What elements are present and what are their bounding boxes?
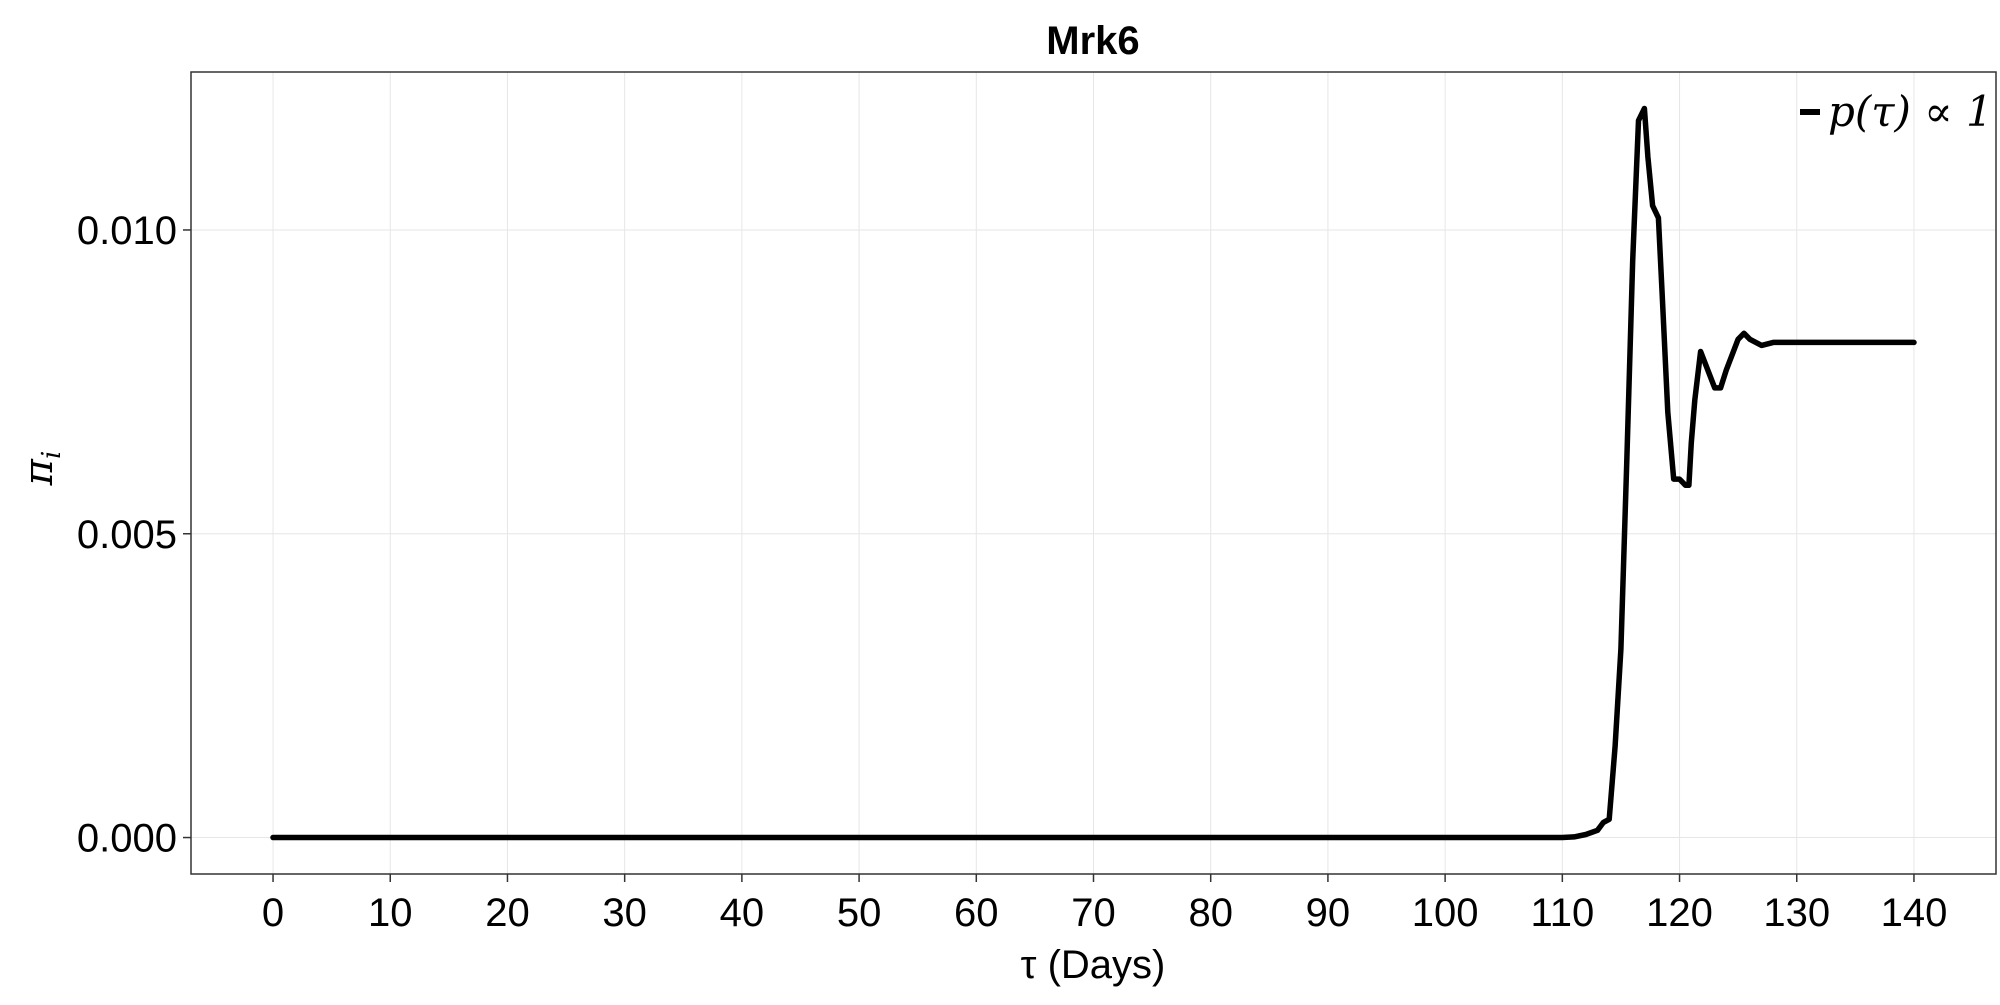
x-tick-label: 0 [262, 891, 284, 935]
grid [191, 72, 1996, 874]
x-tick-label: 130 [1763, 891, 1830, 935]
x-tick-label: 30 [602, 891, 647, 935]
x-tick-label: 60 [954, 891, 999, 935]
series-line [270, 105, 1917, 841]
x-axis-label: τ (Days) [1021, 943, 1166, 987]
x-tick-label: 20 [485, 891, 530, 935]
y-tick-label: 0.010 [77, 209, 177, 253]
x-tick-label: 70 [1071, 891, 1116, 935]
x-tick-label: 90 [1306, 891, 1351, 935]
x-axis-ticks: 0 10 20 30 40 50 60 70 80 90 100 110 120 130 140 [262, 874, 1947, 935]
y-axis-ticks: 0.000 0.005 0.010 [77, 209, 191, 861]
x-tick-label: 50 [837, 891, 882, 935]
x-tick-label: 10 [368, 891, 413, 935]
legend-label: p(τ) ∝ 1 [1828, 87, 1993, 136]
chart-title: Mrk6 [1046, 19, 1139, 63]
x-tick-label: 120 [1646, 891, 1713, 935]
x-tick-label: 100 [1412, 891, 1479, 935]
x-tick-label: 40 [720, 891, 765, 935]
y-axis-label: πi [16, 451, 67, 487]
series-layer [270, 105, 1917, 841]
y-tick-label: 0.000 [77, 817, 177, 861]
x-tick-label: 80 [1188, 891, 1233, 935]
y-tick-label: 0.005 [77, 513, 177, 557]
x-tick-label: 110 [1530, 891, 1594, 935]
legend: p(τ) ∝ 1 [1800, 87, 1993, 136]
x-tick-label: 140 [1881, 891, 1948, 935]
